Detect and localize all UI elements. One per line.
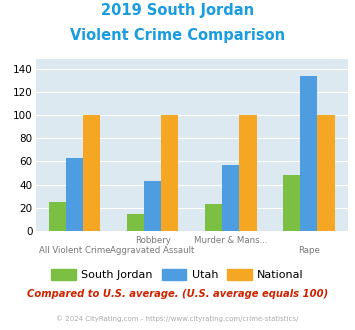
Bar <box>127 214 144 231</box>
Bar <box>317 115 335 231</box>
Bar <box>66 158 83 231</box>
Bar <box>300 76 317 231</box>
Bar <box>205 204 222 231</box>
Text: 2019 South Jordan: 2019 South Jordan <box>101 3 254 18</box>
Bar <box>161 115 179 231</box>
Bar <box>49 202 66 231</box>
Text: Robbery: Robbery <box>135 236 171 245</box>
Text: © 2024 CityRating.com - https://www.cityrating.com/crime-statistics/: © 2024 CityRating.com - https://www.city… <box>56 315 299 322</box>
Text: All Violent Crime: All Violent Crime <box>39 246 110 255</box>
Bar <box>283 175 300 231</box>
Text: Violent Crime Comparison: Violent Crime Comparison <box>70 28 285 43</box>
Bar <box>222 165 239 231</box>
Text: Aggravated Assault: Aggravated Assault <box>110 246 195 255</box>
Bar <box>239 115 257 231</box>
Text: Compared to U.S. average. (U.S. average equals 100): Compared to U.S. average. (U.S. average … <box>27 289 328 299</box>
Bar <box>83 115 100 231</box>
Legend: South Jordan, Utah, National: South Jordan, Utah, National <box>47 265 308 284</box>
Text: Rape: Rape <box>298 246 320 255</box>
Bar <box>144 181 161 231</box>
Text: Murder & Mans...: Murder & Mans... <box>194 236 268 245</box>
